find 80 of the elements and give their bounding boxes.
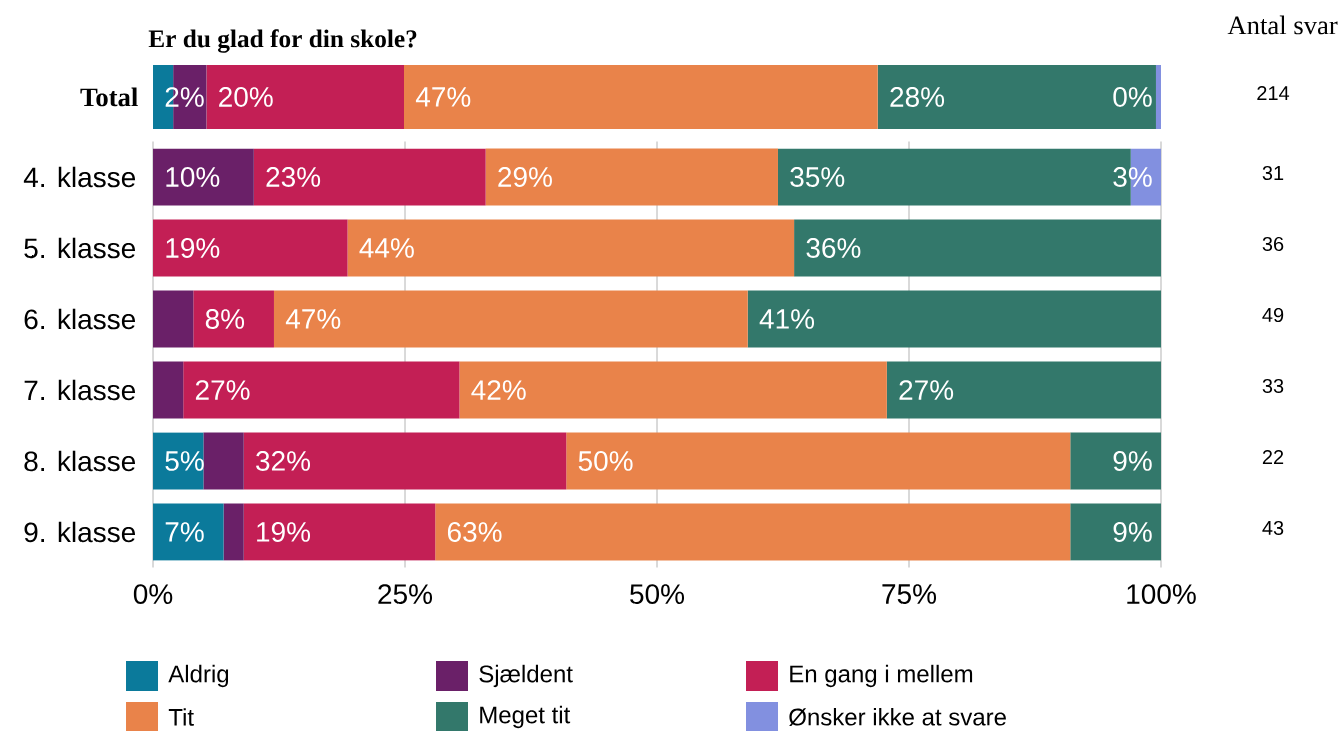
y-tick-label: 4. klasse (23, 166, 136, 188)
x-tick-label: 100% (1127, 584, 1196, 605)
data-label: 44% (359, 238, 414, 258)
bar (347, 219, 795, 277)
data-label: 0% (1113, 87, 1152, 107)
text: 22 (1262, 450, 1284, 464)
legend-label: Tit (168, 708, 194, 726)
data-label: 29% (498, 167, 552, 187)
y-tick-label: Total (80, 87, 138, 107)
data-label: 20% (219, 87, 273, 107)
y-tick-label: 9. klasse (24, 521, 136, 543)
x-tick-label: 75% (882, 584, 937, 604)
x-tick-label: 0% (133, 584, 173, 605)
text: 43 (1262, 520, 1284, 536)
data-label: 28% (890, 87, 945, 107)
text: 36 (1262, 236, 1284, 252)
data-label: 41% (759, 309, 815, 329)
x-tick-label: 50% (630, 584, 685, 605)
data-label: 19% (257, 522, 311, 542)
y-tick-label: 7. klasse (24, 379, 136, 401)
bar (153, 148, 254, 206)
bar (153, 290, 194, 348)
bar (153, 219, 348, 277)
data-label: 27% (899, 380, 954, 400)
bar (253, 148, 486, 206)
bar (183, 361, 460, 419)
chart-title: Er du glad for din skole? (148, 29, 417, 53)
data-label: 9% (1113, 522, 1152, 542)
data-label: 47% (285, 309, 341, 329)
bar (435, 503, 1071, 561)
legend-label: Sjældent (479, 664, 573, 688)
bar (223, 503, 244, 561)
data-label: 32% (256, 451, 311, 471)
data-label: 7% (165, 522, 204, 542)
y-tick-label: 5. klasse (24, 237, 136, 259)
data-label: 35% (790, 167, 845, 187)
data-label: 47% (415, 87, 471, 107)
bar (404, 64, 878, 129)
data-label: 2% (165, 87, 204, 107)
bar (1070, 432, 1162, 490)
data-label: 5% (165, 451, 204, 471)
data-label: 8% (205, 309, 245, 329)
bar (877, 64, 1156, 129)
bar (153, 361, 184, 419)
data-label: 27% (195, 380, 250, 400)
text: 33 (1262, 378, 1284, 394)
bar (886, 361, 1162, 419)
data-label: 36% (806, 238, 861, 258)
legend-label: Meget tit (480, 705, 571, 729)
bar (459, 361, 887, 419)
bar (273, 290, 748, 348)
legend-label: Aldrig (168, 664, 229, 688)
bar (206, 64, 404, 129)
bar (1155, 64, 1162, 129)
bar (794, 219, 1162, 277)
data-label: 10% (166, 167, 220, 187)
y-tick-label: 6. klasse (24, 308, 136, 330)
y-tick-label: 8. klasse (24, 450, 136, 472)
bar (193, 290, 274, 348)
data-label: 19% (166, 238, 220, 258)
x-tick-label: 25% (378, 584, 433, 605)
bar (153, 503, 224, 561)
text: 214 (1257, 86, 1290, 100)
legend-label: En gang i mellem (790, 664, 973, 688)
text: 49 (1262, 307, 1284, 323)
data-label: 9% (1113, 451, 1152, 471)
data-label: 63% (447, 522, 502, 542)
bar (203, 432, 244, 490)
legend-label: Ønsker ikke at svare (789, 707, 1006, 726)
bar (243, 432, 567, 490)
data-label: 23% (266, 167, 321, 187)
bar (485, 148, 778, 206)
data-label: 42% (471, 380, 526, 400)
bar (566, 432, 1071, 490)
text: 31 (1262, 165, 1284, 181)
bar (1070, 503, 1162, 561)
data-label: 50% (578, 451, 633, 471)
bar (243, 503, 436, 561)
text: Antal svar (1227, 15, 1338, 35)
bar (747, 290, 1162, 348)
